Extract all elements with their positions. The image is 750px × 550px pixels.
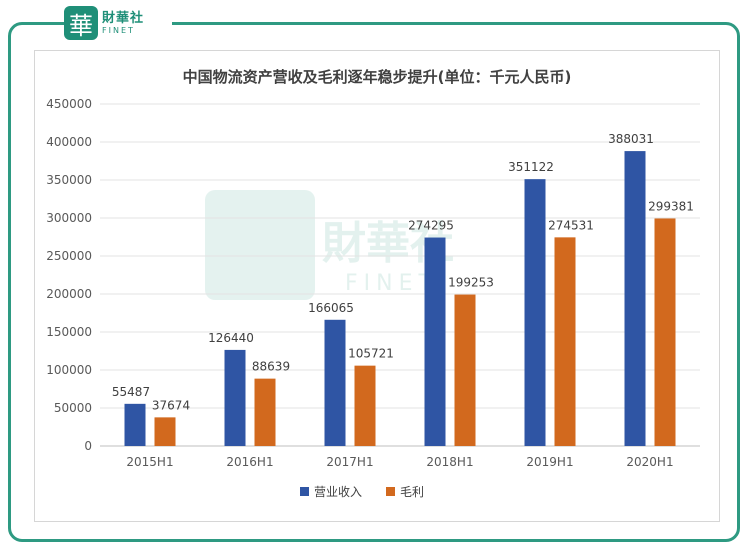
y-tick-label: 0 [84, 439, 92, 453]
x-tick-label: 2018H1 [426, 455, 473, 469]
gross-profit-bar [354, 365, 376, 446]
y-tick-label: 150000 [46, 325, 92, 339]
watermark-en-text: FINET [345, 271, 438, 296]
watermark: 財華社 FINET [205, 190, 454, 300]
gross-profit-bar [554, 237, 576, 446]
gross-profit-bar [154, 417, 176, 446]
revenue-bar [224, 349, 246, 446]
y-tick-label: 200000 [46, 287, 92, 301]
x-tick-label: 2019H1 [526, 455, 573, 469]
logo-cn-text: 財華社 [102, 10, 145, 26]
y-tick-label: 50000 [54, 401, 92, 415]
revenue-data-label: 274295 [408, 219, 454, 233]
y-tick-label: 400000 [46, 135, 92, 149]
gridlines [100, 103, 700, 447]
y-tick-label: 350000 [46, 173, 92, 187]
x-axis: 2015H1 2016H1 2017H1 2018H1 2019H1 2020H1 [126, 455, 673, 469]
x-tick-label: 2020H1 [626, 455, 673, 469]
legend: 营业收入 毛利 [300, 485, 424, 499]
revenue-data-label: 166065 [308, 301, 354, 315]
y-axis: 0 50000 100000 150000 200000 250000 300000 3500… [46, 97, 92, 453]
chart-panel [34, 50, 720, 522]
revenue-bar [524, 179, 546, 446]
logo-text: 財華社 FINET [102, 12, 144, 35]
legend-gross-profit-swatch [386, 487, 395, 496]
legend-revenue-swatch [300, 487, 309, 496]
logo-mark-icon: 華 [64, 6, 98, 40]
x-tick-label: 2017H1 [326, 455, 373, 469]
y-tick-label: 100000 [46, 363, 92, 377]
y-tick-label: 250000 [46, 249, 92, 263]
x-tick-label: 2015H1 [126, 455, 173, 469]
revenue-data-label: 351122 [508, 160, 554, 174]
finet-logo: 華 財華社 FINET [64, 6, 172, 40]
revenue-bar [624, 151, 646, 446]
legend-revenue-label: 营业收入 [314, 485, 362, 499]
gross-profit-data-label: 299381 [648, 199, 694, 213]
gross-profit-data-label: 88639 [252, 360, 290, 374]
y-tick-label: 300000 [46, 211, 92, 225]
gross-profit-bar [654, 218, 676, 446]
revenue-bar [324, 319, 346, 446]
revenue-bar [424, 237, 446, 446]
watermark-mark-icon [205, 190, 315, 300]
gross-profit-bar [254, 378, 276, 446]
revenue-data-label: 55487 [112, 385, 150, 399]
gross-profit-data-label: 274531 [548, 218, 594, 232]
revenue-data-label: 126440 [208, 331, 254, 345]
gross-profit-bar [454, 294, 476, 446]
gross-profit-data-label: 105721 [348, 347, 394, 361]
logo-en-text: FINET [102, 25, 135, 35]
gross-profit-data-label: 37674 [152, 398, 190, 412]
revenue-bar [124, 403, 146, 446]
revenue-data-label: 388031 [608, 132, 654, 146]
x-tick-label: 2016H1 [226, 455, 273, 469]
y-tick-label: 450000 [46, 97, 92, 111]
chart-title: 中国物流资产营收及毛利逐年稳步提升(单位：千元人民币) [183, 68, 572, 86]
gross-profit-data-label: 199253 [448, 276, 494, 290]
legend-gross-profit-label: 毛利 [400, 485, 424, 499]
